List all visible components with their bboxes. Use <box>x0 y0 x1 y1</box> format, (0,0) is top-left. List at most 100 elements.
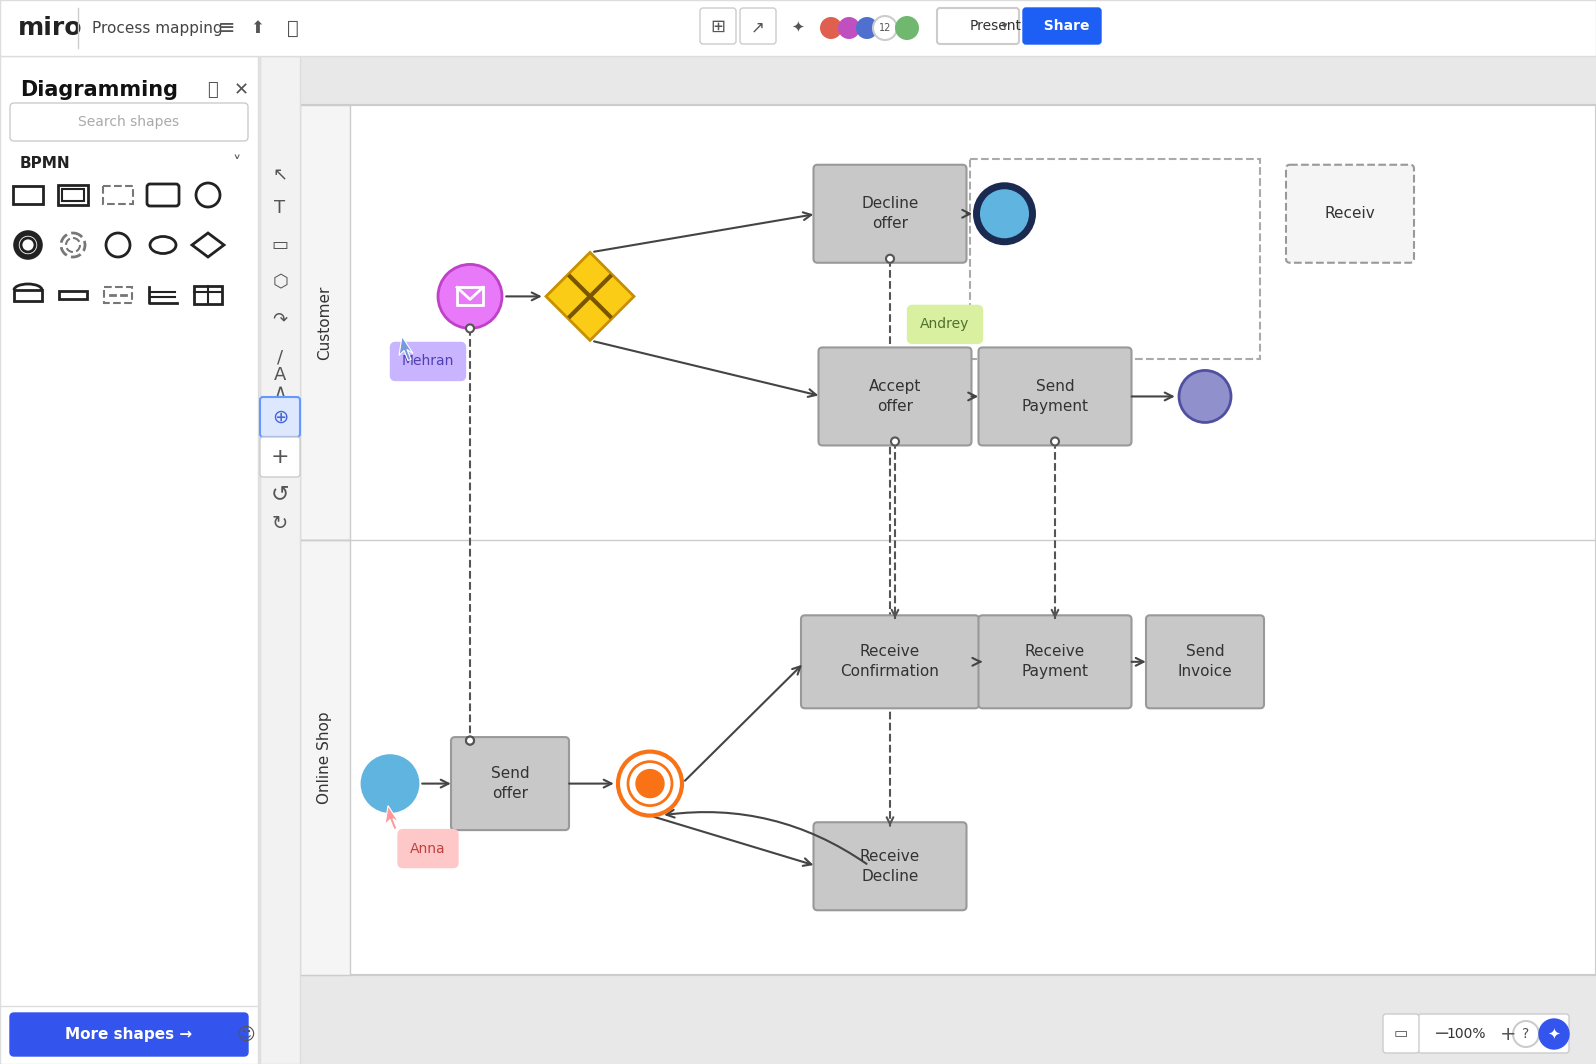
Text: −: − <box>1433 1025 1451 1044</box>
Polygon shape <box>385 805 399 830</box>
FancyBboxPatch shape <box>260 437 300 477</box>
Text: ˅: ˅ <box>231 155 241 173</box>
Text: ↻: ↻ <box>271 515 289 533</box>
Text: Present: Present <box>970 19 1021 33</box>
Circle shape <box>16 233 40 257</box>
Circle shape <box>627 762 672 805</box>
Text: ⬡: ⬡ <box>273 273 287 290</box>
Text: Search shapes: Search shapes <box>78 115 180 129</box>
FancyBboxPatch shape <box>1286 165 1414 263</box>
Text: ↺: ↺ <box>271 484 289 504</box>
FancyBboxPatch shape <box>59 290 88 299</box>
Circle shape <box>466 325 474 332</box>
Text: Accept
offer: Accept offer <box>868 379 921 414</box>
Polygon shape <box>192 233 223 257</box>
FancyBboxPatch shape <box>397 830 458 867</box>
Text: ▾: ▾ <box>1002 21 1007 31</box>
FancyBboxPatch shape <box>260 397 300 437</box>
FancyBboxPatch shape <box>195 286 222 304</box>
Text: ↗: ↗ <box>752 18 764 36</box>
Circle shape <box>1539 1019 1569 1049</box>
Circle shape <box>618 751 681 816</box>
Text: Receive
Payment: Receive Payment <box>1021 645 1088 679</box>
Text: ☺: ☺ <box>236 1026 255 1044</box>
Text: Process mapping: Process mapping <box>93 20 222 35</box>
FancyBboxPatch shape <box>300 105 1596 975</box>
Circle shape <box>65 238 80 252</box>
FancyBboxPatch shape <box>814 822 967 910</box>
Circle shape <box>820 17 843 39</box>
Circle shape <box>855 17 878 39</box>
FancyBboxPatch shape <box>14 290 41 301</box>
Circle shape <box>1513 1021 1539 1047</box>
Text: Andrey: Andrey <box>921 317 970 331</box>
Text: Online Shop: Online Shop <box>318 711 332 803</box>
Text: ✦: ✦ <box>792 19 804 34</box>
Text: ⌕: ⌕ <box>287 18 298 37</box>
FancyBboxPatch shape <box>814 165 967 263</box>
FancyBboxPatch shape <box>104 287 132 303</box>
FancyBboxPatch shape <box>391 343 466 381</box>
Text: ↖: ↖ <box>273 166 287 184</box>
Circle shape <box>886 254 894 263</box>
Text: More shapes →: More shapes → <box>65 1028 193 1043</box>
Circle shape <box>873 16 897 40</box>
Text: Send
Invoice: Send Invoice <box>1178 645 1232 679</box>
Circle shape <box>437 264 503 329</box>
FancyBboxPatch shape <box>10 1013 247 1055</box>
Text: +: + <box>1500 1025 1516 1044</box>
Text: Decline
offer: Decline offer <box>862 197 919 231</box>
FancyBboxPatch shape <box>1417 1014 1569 1053</box>
FancyBboxPatch shape <box>908 305 983 344</box>
Text: 12: 12 <box>879 23 891 33</box>
FancyBboxPatch shape <box>819 348 972 446</box>
FancyBboxPatch shape <box>801 615 978 709</box>
Text: Send
Payment: Send Payment <box>1021 379 1088 414</box>
Text: ⊞: ⊞ <box>710 18 726 36</box>
FancyBboxPatch shape <box>1146 615 1264 709</box>
Text: Customer: Customer <box>318 285 332 360</box>
Text: T: T <box>275 199 286 217</box>
Text: ⬆: ⬆ <box>251 19 263 37</box>
Polygon shape <box>546 252 634 340</box>
FancyBboxPatch shape <box>147 184 179 206</box>
Text: 100%: 100% <box>1446 1027 1486 1041</box>
FancyBboxPatch shape <box>10 103 247 142</box>
Circle shape <box>21 238 35 252</box>
FancyBboxPatch shape <box>937 9 1018 44</box>
Circle shape <box>466 736 474 745</box>
Circle shape <box>895 16 919 40</box>
FancyBboxPatch shape <box>1384 1014 1419 1053</box>
Circle shape <box>977 186 1033 242</box>
Text: ⤓: ⤓ <box>207 81 217 99</box>
FancyBboxPatch shape <box>978 348 1132 446</box>
FancyBboxPatch shape <box>0 56 259 1064</box>
Circle shape <box>891 437 899 446</box>
FancyBboxPatch shape <box>452 737 570 830</box>
FancyBboxPatch shape <box>978 615 1132 709</box>
FancyBboxPatch shape <box>0 0 1596 56</box>
Circle shape <box>61 233 85 257</box>
Text: /: / <box>278 349 282 367</box>
FancyBboxPatch shape <box>62 189 85 201</box>
Text: ∧: ∧ <box>273 383 287 401</box>
Text: ✦: ✦ <box>1548 1027 1561 1042</box>
Text: Mehran: Mehran <box>402 354 455 368</box>
Circle shape <box>196 183 220 207</box>
Text: BPMN: BPMN <box>21 156 70 171</box>
Text: Receiv: Receiv <box>1325 206 1376 221</box>
Text: ↷: ↷ <box>273 311 287 329</box>
Text: ▭: ▭ <box>271 236 289 254</box>
Text: +: + <box>271 447 289 467</box>
Text: Send
offer: Send offer <box>490 766 530 801</box>
Text: Share: Share <box>1034 19 1090 33</box>
Text: Anna: Anna <box>410 842 445 855</box>
FancyBboxPatch shape <box>701 9 736 44</box>
Circle shape <box>635 769 664 798</box>
Text: ⊕: ⊕ <box>271 408 289 427</box>
Circle shape <box>105 233 129 257</box>
FancyBboxPatch shape <box>104 186 132 204</box>
Text: ?: ? <box>1523 1027 1529 1041</box>
Circle shape <box>1052 437 1060 446</box>
Text: Receive
Decline: Receive Decline <box>860 849 921 883</box>
